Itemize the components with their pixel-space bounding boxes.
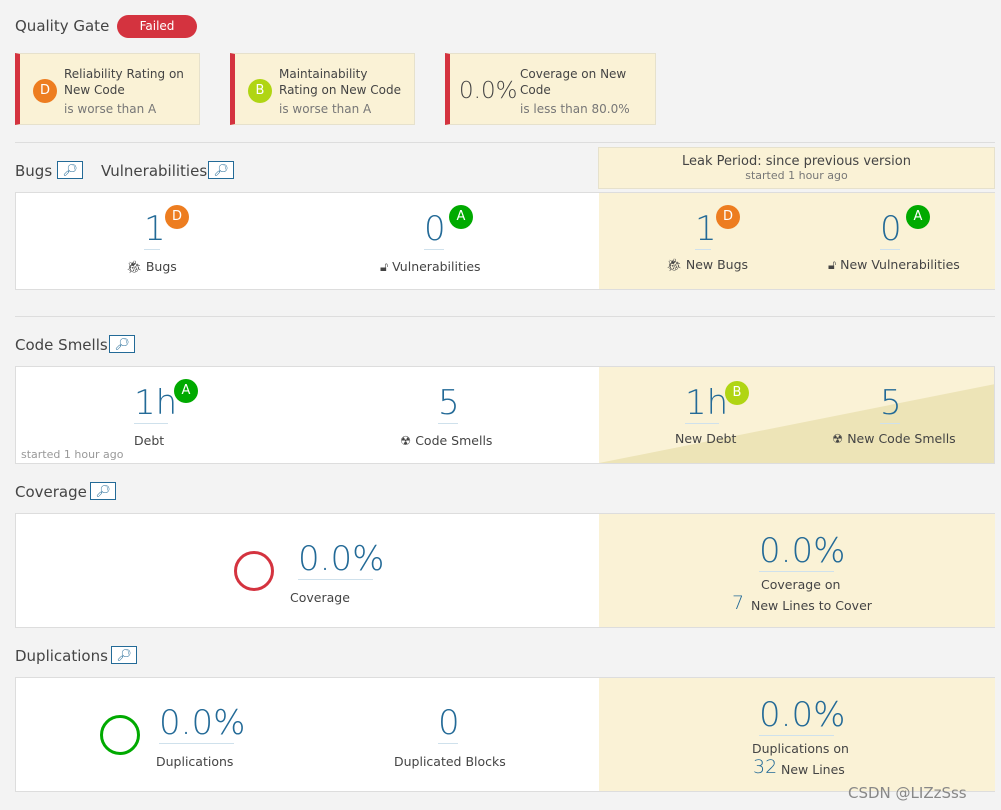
lock-icon: 🔓︎ bbox=[828, 257, 837, 272]
new-bugs-count[interactable]: 1 bbox=[695, 209, 717, 250]
new-lines-to-cover-label: New Lines to Cover bbox=[751, 598, 872, 613]
rating-badge: A bbox=[449, 205, 473, 229]
debt-label: Debt bbox=[134, 433, 165, 448]
code-smells-search-link-icon[interactable]: 🔎︎ bbox=[109, 335, 135, 353]
vulnerabilities-count[interactable]: 0 bbox=[424, 209, 446, 250]
coverage-label: Coverage bbox=[290, 590, 350, 605]
lock-icon: 🔓︎ bbox=[380, 259, 389, 274]
condition-coverage[interactable]: 0.0% Coverage on New Code is less than 8… bbox=[445, 53, 656, 125]
code-smells-panel: 1h A Debt started 1 hour ago 5 ☢ Code Sm… bbox=[15, 366, 995, 464]
watermark: CSDN @LIZzSss bbox=[848, 784, 967, 802]
condition-detail: is worse than A bbox=[279, 102, 372, 116]
coverage-panel: 0.0% Coverage 0.0% Coverage on 7 New Lin… bbox=[15, 513, 995, 628]
duplications-title: Duplications bbox=[15, 647, 108, 665]
started-label: started 1 hour ago bbox=[21, 448, 124, 461]
bugs-search-link-icon[interactable]: 🔎︎ bbox=[57, 161, 83, 179]
new-lines-label: New Lines bbox=[781, 762, 845, 777]
coverage-value[interactable]: 0.0% bbox=[298, 539, 385, 580]
new-coverage-value[interactable]: 0.0% bbox=[759, 531, 846, 572]
rating-badge: D bbox=[165, 205, 189, 229]
new-vulnerabilities-count[interactable]: 0 bbox=[880, 209, 902, 250]
bugs-label: 🐞︎ Bugs bbox=[126, 259, 177, 274]
duplications-search-link-icon[interactable]: 🔎︎ bbox=[111, 646, 137, 664]
duplications-ring-icon bbox=[100, 715, 140, 755]
new-duplications-value[interactable]: 0.0% bbox=[759, 695, 846, 736]
bug-icon: 🐞︎ bbox=[126, 259, 142, 274]
vulnerabilities-search-link-icon[interactable]: 🔎︎ bbox=[208, 161, 234, 179]
new-bugs-label: 🐞︎ New Bugs bbox=[666, 257, 749, 272]
new-vulnerabilities-label: 🔓︎ New Vulnerabilities bbox=[828, 257, 960, 272]
coverage-title: Coverage bbox=[15, 483, 87, 501]
bugs-panel: 1 D 🐞︎ Bugs 0 A 🔓︎ Vulnerabilities 1 D 🐞… bbox=[15, 192, 995, 290]
bug-icon: 🐞︎ bbox=[666, 257, 682, 272]
bugs-count[interactable]: 1 bbox=[144, 209, 166, 250]
debt-value[interactable]: 1h bbox=[134, 383, 178, 424]
code-smells-label: ☢ Code Smells bbox=[400, 433, 493, 448]
rating-badge: D bbox=[33, 79, 57, 103]
divider bbox=[15, 316, 995, 317]
new-lines-to-cover-count[interactable]: 7 bbox=[732, 592, 745, 614]
condition-label: Reliability Rating on New Code bbox=[64, 67, 184, 97]
divider bbox=[15, 142, 995, 143]
new-code-smells-label: ☢ New Code Smells bbox=[832, 431, 956, 446]
condition-detail: is less than 80.0% bbox=[520, 102, 630, 116]
quality-gate-title: Quality Gate bbox=[15, 17, 110, 35]
status-badge: Failed bbox=[117, 15, 197, 38]
leak-period-title: Leak Period: since previous version bbox=[682, 154, 911, 169]
leak-chart-area bbox=[599, 384, 994, 463]
coverage-search-link-icon[interactable]: 🔎︎ bbox=[90, 482, 116, 500]
new-code-smells-count[interactable]: 5 bbox=[880, 383, 902, 424]
rating-badge: A bbox=[906, 205, 930, 229]
vulnerabilities-label: 🔓︎ Vulnerabilities bbox=[380, 259, 481, 274]
condition-maintainability[interactable]: B Maintainability Rating on New Code is … bbox=[230, 53, 415, 125]
condition-label: Coverage on New Code bbox=[520, 67, 627, 97]
coverage-ring-icon bbox=[234, 551, 274, 591]
bugs-title: Bugs bbox=[15, 162, 53, 180]
leak-period-header: Leak Period: since previous version star… bbox=[598, 147, 995, 189]
radiation-icon: ☢ bbox=[832, 431, 844, 446]
rating-badge: B bbox=[248, 79, 272, 103]
duplicated-blocks-count[interactable]: 0 bbox=[438, 703, 460, 744]
new-lines-count[interactable]: 32 bbox=[753, 756, 778, 778]
new-coverage-label: Coverage on bbox=[761, 577, 841, 592]
condition-value: 0.0% bbox=[459, 78, 518, 104]
condition-detail: is worse than A bbox=[64, 102, 157, 116]
duplicated-blocks-label: Duplicated Blocks bbox=[394, 754, 506, 769]
new-debt-value[interactable]: 1h bbox=[685, 383, 729, 424]
new-debt-label: New Debt bbox=[675, 431, 737, 446]
radiation-icon: ☢ bbox=[400, 433, 412, 448]
duplications-panel: 0.0% Duplications 0 Duplicated Blocks 0.… bbox=[15, 677, 995, 792]
rating-badge: B bbox=[725, 381, 749, 405]
code-smells-count[interactable]: 5 bbox=[438, 383, 460, 424]
rating-badge: A bbox=[174, 379, 198, 403]
new-duplications-label: Duplications on bbox=[752, 741, 849, 756]
code-smells-title: Code Smells bbox=[15, 336, 108, 354]
duplications-label: Duplications bbox=[156, 754, 234, 769]
leak-period-started: started 1 hour ago bbox=[745, 169, 848, 182]
vulnerabilities-title: Vulnerabilities bbox=[101, 162, 208, 180]
condition-label: Maintainability Rating on New Code bbox=[279, 67, 401, 97]
duplications-value[interactable]: 0.0% bbox=[159, 703, 246, 744]
condition-reliability[interactable]: D Reliability Rating on New Code is wors… bbox=[15, 53, 200, 125]
rating-badge: D bbox=[716, 205, 740, 229]
